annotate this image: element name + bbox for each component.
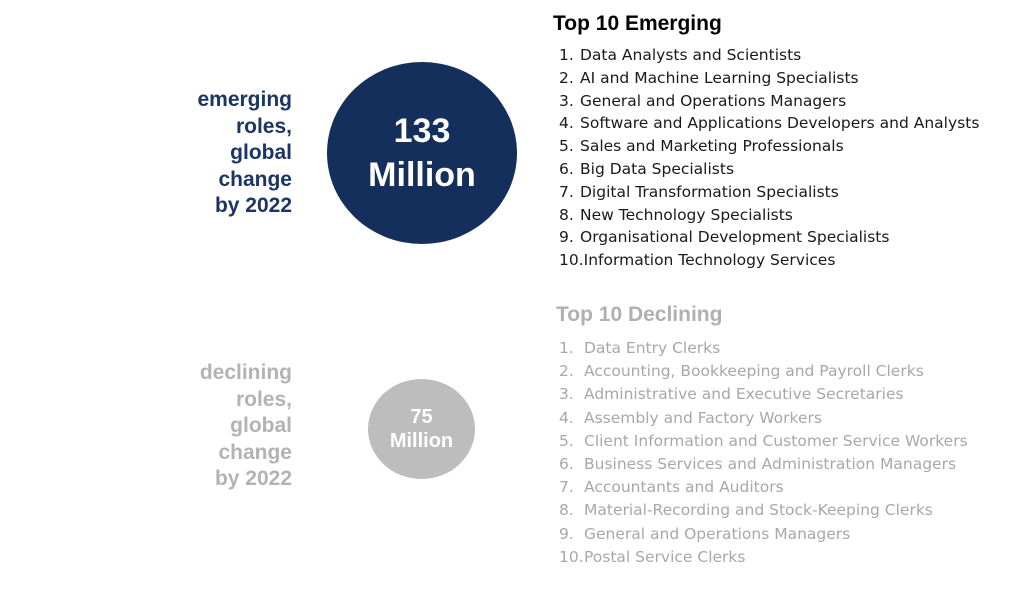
list-item: 3. General and Operations Managers	[559, 90, 979, 113]
list-item-label: Postal Service Clerks	[584, 547, 746, 566]
declining-count-unit: Million	[389, 430, 454, 452]
list-item-label: New Technology Specialists	[580, 205, 793, 224]
declining-count-value: 75	[410, 406, 433, 428]
emerging-label-line: global	[230, 141, 292, 164]
list-item-number: 3.	[559, 385, 574, 404]
list-item-label: Organisational Development Specialists	[580, 228, 890, 247]
list-item: 3. Administrative and Executive Secretari…	[559, 383, 968, 406]
emerging-heading: Top 10 Emerging	[553, 12, 722, 35]
declining-heading: Top 10 Declining	[556, 303, 723, 326]
list-item: 7. Accountants and Auditors	[559, 476, 968, 499]
declining-count-circle: 75 Million	[368, 379, 475, 479]
list-item: 8. New Technology Specialists	[559, 204, 979, 227]
emerging-count-value: 133	[393, 112, 451, 150]
list-item-number: 10.	[559, 547, 584, 566]
list-item-label: Accountants and Auditors	[584, 478, 784, 497]
list-item-number: 1.	[559, 339, 574, 357]
list-item-label: Data Analysts and Scientists	[580, 46, 802, 64]
list-item-number: 8.	[559, 205, 574, 224]
list-item-number: 1.	[559, 46, 574, 64]
list-item-number: 5.	[559, 137, 574, 156]
declining-label-line: declining	[199, 361, 292, 384]
list-item-label: Information Technology Services	[583, 251, 836, 270]
declining-label-line: change	[218, 440, 292, 464]
list-item-label: Material-Recording and Stock-Keeping Cle…	[584, 501, 933, 520]
list-item-number: 9.	[559, 524, 574, 543]
list-item: 1. Data Analysts and Scientists	[559, 44, 979, 67]
list-item-label: Client Information and Customer Service …	[584, 431, 968, 450]
declining-label-line: by 2022	[214, 467, 292, 490]
list-item-label: General and Operations Managers	[584, 524, 851, 543]
list-item-number: 7.	[559, 182, 574, 201]
emerging-label-line: change	[218, 167, 292, 191]
declining-label-line: roles,	[235, 387, 292, 411]
list-item-label: Assembly and Factory Workers	[584, 408, 822, 427]
list-item-label: Sales and Marketing Professionals	[580, 137, 844, 156]
list-item-label: Software and Applications Developers and…	[580, 114, 980, 133]
list-item-label: AI and Machine Learning Specialists	[580, 68, 859, 87]
list-item-label: Data Entry Clerks	[584, 339, 721, 357]
emerging-count-unit: Million	[368, 156, 476, 194]
list-item-label: Business Services and Administration Man…	[584, 454, 957, 473]
list-item: 7. Digital Transformation Specialists	[559, 181, 979, 204]
declining-roles-list: 1. Data Entry Clerks 2. Accounting, Bookke…	[559, 337, 968, 569]
list-item-number: 3.	[559, 91, 574, 110]
list-item: 2. Accounting, Bookkeeping and Payroll Cl…	[559, 360, 968, 383]
list-item-label: Digital Transformation Specialists	[580, 182, 839, 201]
list-item-number: 4.	[559, 408, 574, 427]
list-item-number: 2.	[559, 362, 574, 381]
list-item: 10. Information Technology Services	[559, 249, 979, 272]
declining-label-line: global	[230, 414, 292, 437]
list-item-label: General and Operations Managers	[580, 91, 847, 110]
list-item: 9. General and Operations Managers	[559, 523, 968, 546]
list-item-label: Big Data Specialists	[580, 159, 735, 178]
list-item: 5. Sales and Marketing Professionals	[559, 135, 979, 158]
list-item-number: 4.	[559, 114, 574, 133]
list-item-number: 7.	[559, 478, 574, 497]
emerging-label-line: by 2022	[214, 194, 292, 217]
list-item-number: 10.	[559, 251, 584, 270]
emerging-count-circle: 133 Million	[327, 62, 517, 244]
emerging-roles-label: emerging roles, global change by 2022	[197, 87, 292, 220]
list-item: 10. Postal Service Clerks	[559, 546, 968, 569]
list-item: 4. Software and Applications Developers a…	[559, 112, 979, 135]
list-item-label: Administrative and Executive Secretaries	[584, 385, 904, 404]
list-item: 8. Material-Recording and Stock-Keeping C…	[559, 499, 968, 522]
list-item: 2. AI and Machine Learning Specialists	[559, 67, 979, 90]
list-item: 5. Client Information and Customer Servic…	[559, 430, 968, 453]
list-item: 9. Organisational Development Specialists	[559, 226, 979, 249]
list-item-number: 5.	[559, 431, 574, 450]
list-item-number: 2.	[559, 68, 574, 87]
list-item: 6. Big Data Specialists	[559, 158, 979, 181]
declining-roles-label: declining roles, global change by 2022	[200, 360, 292, 493]
emerging-label-line: roles,	[235, 114, 292, 138]
list-item-number: 8.	[559, 501, 574, 520]
emerging-label-line: emerging	[197, 88, 292, 111]
list-item-number: 6.	[559, 159, 574, 178]
list-item: 6. Business Services and Administration M…	[559, 453, 968, 476]
list-item-number: 9.	[559, 228, 574, 247]
list-item-number: 6.	[559, 454, 574, 473]
list-item: 4. Assembly and Factory Workers	[559, 407, 968, 430]
emerging-roles-list: 1. Data Analysts and Scientists 2. AI and …	[559, 44, 979, 272]
list-item: 1. Data Entry Clerks	[559, 337, 968, 360]
list-item-label: Accounting, Bookkeeping and Payroll Cler…	[584, 362, 924, 381]
